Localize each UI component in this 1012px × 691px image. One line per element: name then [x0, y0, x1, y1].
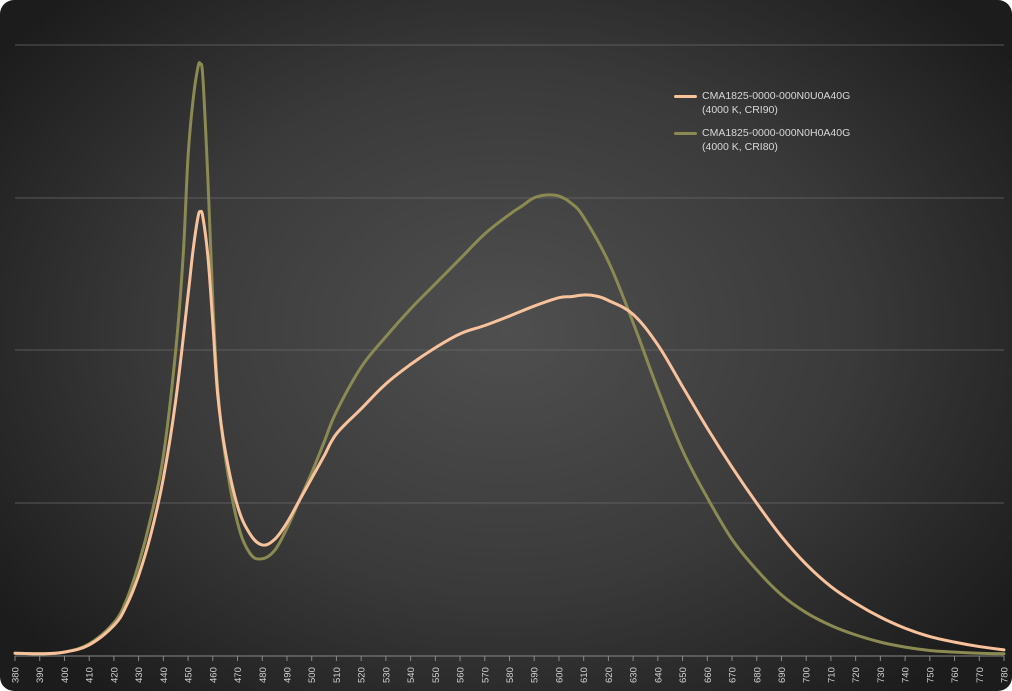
- x-tick-label: 680: [752, 667, 763, 683]
- legend-swatch-cri90: [674, 95, 697, 98]
- x-tick-label: 700: [802, 667, 813, 683]
- x-tick-label: 470: [233, 667, 244, 683]
- x-tick-label: 380: [11, 667, 22, 683]
- gridlines: [15, 44, 1004, 504]
- legend-sublabel-cri90: (4000 K, CRI90): [702, 104, 778, 116]
- x-tick-label: 440: [159, 667, 170, 683]
- x-tick-label: 770: [975, 667, 986, 683]
- series-line-cri90: [13, 209, 1006, 656]
- legend: CMA1825-0000-000N0U0A40G (4000 K, CRI90)…: [674, 89, 874, 163]
- x-tick-label: 780: [1000, 667, 1011, 683]
- legend-item-cri90: CMA1825-0000-000N0U0A40G (4000 K, CRI90): [674, 89, 874, 117]
- x-tick-label: 750: [925, 667, 936, 683]
- x-tick-label: 410: [85, 667, 96, 683]
- x-tick-label: 570: [480, 667, 491, 683]
- x-tick-label: 640: [653, 667, 664, 683]
- series-line-cri80: [13, 61, 1006, 656]
- x-tick-label: 710: [826, 667, 837, 683]
- x-tick-label: 430: [134, 667, 145, 683]
- x-tick-label: 660: [703, 667, 714, 683]
- x-tick-label: 460: [208, 667, 219, 683]
- x-tick-label: 520: [357, 667, 368, 683]
- x-tick-label: 490: [282, 667, 293, 683]
- x-tick-label: 650: [678, 667, 689, 683]
- legend-swatch-cri80: [674, 132, 697, 135]
- x-axis-ticks: 380 390 400 410 420 430 440 450 460 470 480 490 500 5…: [11, 656, 1011, 683]
- x-tick-label: 690: [777, 667, 788, 683]
- x-tick-label: 730: [876, 667, 887, 683]
- x-tick-label: 760: [950, 667, 961, 683]
- x-tick-label: 620: [604, 667, 615, 683]
- x-tick-label: 670: [728, 667, 739, 683]
- legend-item-cri80: CMA1825-0000-000N0H0A40G (4000 K, CRI80): [674, 126, 874, 154]
- x-tick-label: 590: [530, 667, 541, 683]
- x-tick-label: 450: [184, 667, 195, 683]
- x-tick-label: 720: [851, 667, 862, 683]
- x-tick-label: 480: [258, 667, 269, 683]
- x-tick-label: 610: [579, 667, 590, 683]
- x-tick-label: 510: [332, 667, 343, 683]
- x-tick-label: 740: [901, 667, 912, 683]
- x-tick-label: 400: [60, 667, 71, 683]
- series-lines: [13, 61, 1006, 656]
- x-tick-label: 550: [431, 667, 442, 683]
- legend-label-cri90: CMA1825-0000-000N0U0A40G: [702, 90, 851, 102]
- x-tick-label: 530: [381, 667, 392, 683]
- x-tick-label: 500: [307, 667, 318, 683]
- x-tick-label: 540: [406, 667, 417, 683]
- legend-label-cri80: CMA1825-0000-000N0H0A40G: [702, 127, 851, 139]
- legend-sublabel-cri80: (4000 K, CRI80): [702, 141, 778, 153]
- x-tick-label: 420: [109, 667, 120, 683]
- x-tick-label: 390: [35, 667, 46, 683]
- x-tick-label: 580: [505, 667, 516, 683]
- x-tick-label: 630: [629, 667, 640, 683]
- x-tick-label: 560: [456, 667, 467, 683]
- x-tick-label: 600: [554, 667, 565, 683]
